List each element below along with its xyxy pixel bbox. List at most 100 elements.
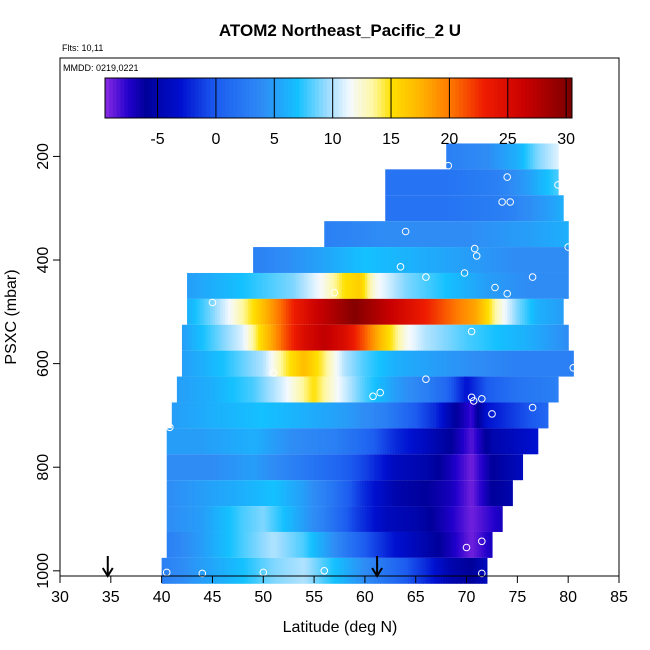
heatmap-cell [519, 350, 524, 377]
heatmap-cell [484, 557, 488, 584]
heatmap-cell [253, 480, 257, 507]
heatmap-cell [248, 428, 252, 455]
heatmap-cell [535, 324, 539, 351]
heatmap-cell [408, 221, 412, 248]
heatmap-cell [268, 247, 272, 273]
sample-point [503, 289, 512, 298]
heatmap-cell [491, 376, 496, 403]
heatmap-cell [286, 531, 290, 558]
sample-point [488, 410, 496, 418]
heatmap-cell [438, 402, 442, 429]
heatmap-cell [184, 454, 188, 481]
heatmap-cell [504, 169, 508, 196]
heatmap-cell [438, 531, 442, 558]
heatmap-cell [405, 454, 409, 481]
heatmap-cell [474, 402, 478, 429]
colorbar-cell [466, 78, 472, 118]
heatmap-cell [392, 350, 396, 377]
heatmap-cell [298, 454, 302, 481]
heatmap-cell [413, 272, 417, 299]
heatmap-cell [537, 324, 541, 351]
heatmap-cell [359, 557, 363, 584]
heatmap-cell [390, 428, 394, 455]
heatmap-cell [489, 221, 493, 248]
heatmap-cell [453, 350, 457, 377]
heatmap-cell [369, 506, 374, 532]
heatmap-cell [448, 402, 452, 429]
heatmap-cell [552, 221, 557, 248]
heatmap-cell [464, 221, 468, 248]
heatmap-cell [405, 428, 409, 455]
heatmap-cell [469, 402, 473, 429]
heatmap-cell [314, 376, 318, 403]
colorbar-cell [459, 78, 464, 118]
heatmap-cell [187, 272, 191, 299]
heatmap-cell [436, 428, 440, 455]
heatmap-cell [512, 454, 516, 481]
heatmap-cell [174, 454, 178, 481]
heatmap-cell [199, 480, 203, 507]
heatmap-cell [321, 272, 325, 299]
heatmap-cell [476, 428, 480, 455]
heatmap-cell [357, 298, 361, 325]
heatmap-cell [448, 247, 452, 273]
heatmap-cell [494, 506, 498, 532]
heatmap-cell [413, 480, 417, 507]
heatmap-cell [527, 169, 531, 196]
heatmap-cell [474, 169, 478, 196]
heatmap-cell [329, 272, 333, 299]
heatmap-cell [303, 324, 308, 351]
heatmap-cell [535, 402, 539, 429]
heatmap-cell [494, 376, 498, 403]
heatmap-cell [382, 272, 386, 299]
heatmap-cell [316, 324, 320, 351]
heatmap-cell [166, 480, 170, 507]
heatmap-cell [245, 531, 249, 558]
heatmap-cell [395, 376, 399, 403]
heatmap-cell [250, 557, 254, 584]
heatmap-cell [362, 454, 366, 481]
heatmap-cell [423, 221, 427, 248]
heatmap-cell [430, 272, 435, 299]
heatmap-cell [397, 221, 402, 248]
heatmap-cell [474, 247, 478, 273]
heatmap-cell [207, 350, 211, 377]
heatmap-cell [446, 324, 450, 351]
heatmap-cell [235, 402, 239, 429]
colorbar-tick-label: -5 [150, 131, 164, 148]
heatmap-cell [199, 531, 203, 558]
heatmap-cell [451, 506, 455, 532]
heatmap-cell [436, 402, 440, 429]
heatmap-cell [174, 480, 178, 507]
heatmap-cell [237, 402, 241, 429]
heatmap-cell [306, 480, 310, 507]
heatmap-cell [466, 350, 470, 377]
heatmap-layer [446, 143, 559, 170]
heatmap-cell [471, 402, 475, 429]
heatmap-cell [436, 221, 440, 248]
heatmap-cell [309, 480, 313, 507]
heatmap-cell [357, 454, 361, 481]
heatmap-layer [187, 298, 564, 325]
heatmap-cell [215, 557, 219, 584]
heatmap-cell [364, 272, 369, 299]
heatmap-cell [456, 247, 460, 273]
heatmap-cell [237, 298, 241, 325]
heatmap-cell [425, 557, 430, 584]
heatmap-cell [464, 350, 468, 377]
heatmap-cell [245, 324, 249, 351]
heatmap-cell [283, 272, 287, 299]
heatmap-cell [321, 480, 325, 507]
colorbar-tick-label: 0 [211, 131, 220, 148]
heatmap-cell [367, 531, 371, 558]
heatmap-cell [161, 557, 165, 584]
heatmap-cell [461, 298, 465, 325]
heatmap-cell [301, 506, 305, 532]
heatmap-cell [471, 428, 475, 455]
heatmap-cell [436, 531, 440, 558]
heatmap-cell [489, 298, 493, 325]
heatmap-cell [395, 195, 399, 222]
heatmap-cell [316, 350, 320, 377]
colorbar-tick-label: 20 [441, 131, 459, 148]
heatmap-cell [176, 557, 181, 584]
